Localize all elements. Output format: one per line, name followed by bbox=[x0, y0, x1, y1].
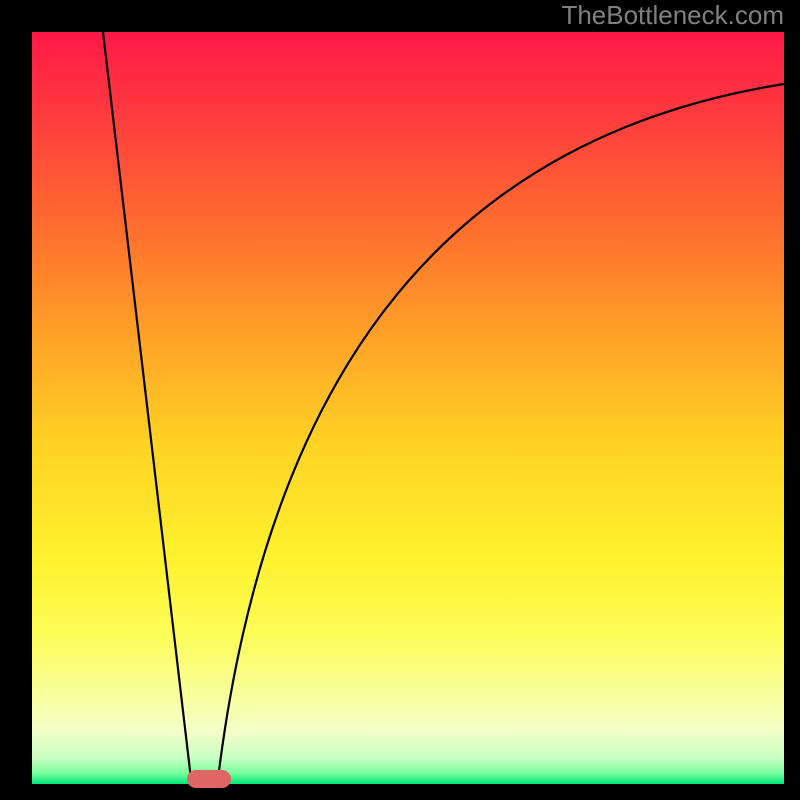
optimal-marker bbox=[187, 770, 231, 788]
right-asymptote-curve bbox=[218, 84, 784, 779]
chart-container: TheBottleneck.com bbox=[0, 0, 800, 800]
left-slope-line bbox=[103, 32, 191, 779]
bottleneck-curves bbox=[0, 0, 800, 800]
watermark-text: TheBottleneck.com bbox=[561, 0, 784, 31]
